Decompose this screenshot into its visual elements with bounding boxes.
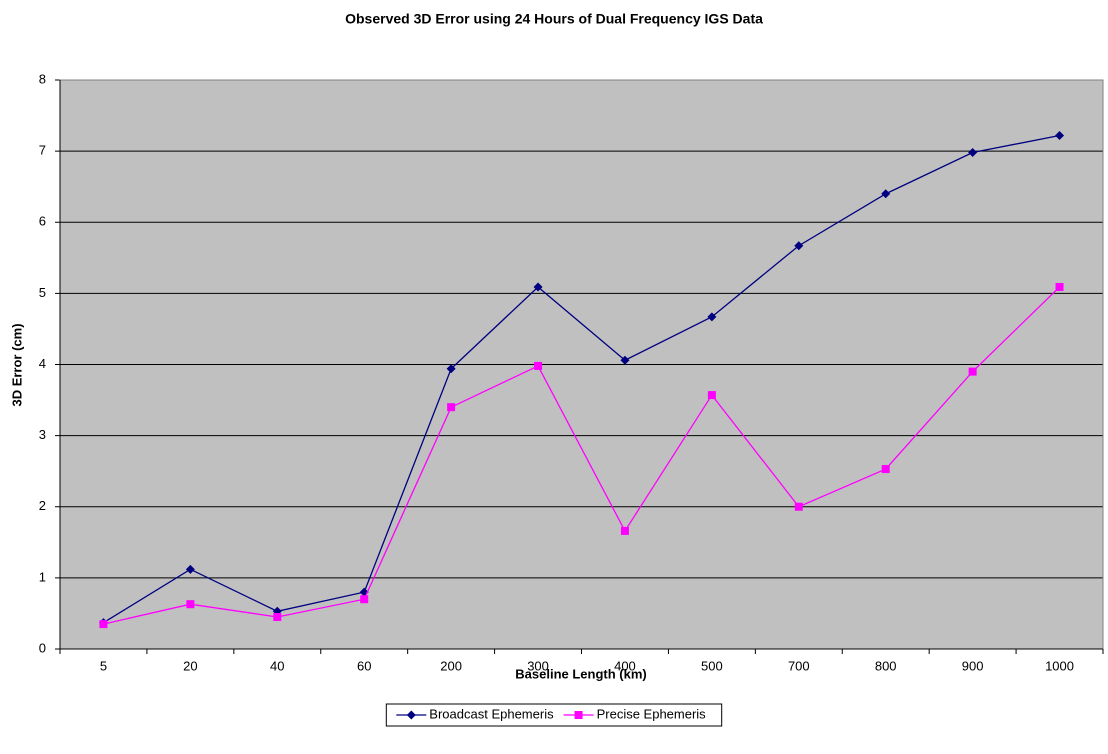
marker (273, 612, 282, 621)
marker (186, 600, 195, 609)
x-tick-label: 5 (100, 658, 107, 673)
marker (620, 526, 629, 535)
x-axis-label: Baseline Length (km) (515, 666, 646, 681)
marker (574, 711, 583, 719)
x-tick-label: 500 (701, 658, 723, 673)
y-tick-label: 0 (39, 640, 46, 655)
chart-title: Observed 3D Error using 24 Hours of Dual… (345, 11, 763, 27)
y-tick-label: 6 (39, 214, 46, 229)
y-tick-label: 4 (39, 356, 46, 371)
legend-box (385, 703, 723, 727)
x-tick-label: 1000 (1045, 658, 1074, 673)
y-tick-label: 1 (39, 569, 46, 584)
y-tick-label: 3 (39, 427, 46, 442)
marker (1055, 282, 1064, 291)
x-tick-label: 700 (788, 658, 810, 673)
series-line (103, 134, 1060, 624)
x-tick-label: 40 (270, 658, 284, 673)
x-tick-label: 200 (440, 658, 462, 673)
y-tick-label: 7 (39, 143, 46, 158)
y-tick-label: 5 (39, 285, 46, 300)
legend-label: Precise Ephemeris (597, 706, 707, 721)
marker (446, 364, 456, 374)
marker (360, 595, 369, 604)
series-line (103, 286, 1060, 625)
marker (968, 148, 978, 158)
legend-label: Broadcast Ephemeris (429, 706, 554, 721)
y-tick-label: 8 (39, 71, 46, 86)
x-tick-label: 900 (962, 658, 984, 673)
marker (447, 403, 456, 412)
marker (620, 355, 630, 365)
marker (99, 620, 108, 629)
marker (533, 282, 543, 292)
marker (707, 391, 716, 400)
marker (794, 241, 804, 251)
marker (1055, 130, 1065, 140)
marker (707, 312, 717, 322)
marker (881, 189, 891, 199)
x-tick-label: 300 (527, 658, 549, 673)
x-tick-label: 60 (357, 658, 371, 673)
marker (534, 361, 543, 370)
marker (406, 710, 416, 720)
marker (185, 564, 195, 574)
marker (968, 367, 977, 376)
marker (881, 465, 890, 474)
x-tick-label: 800 (875, 658, 897, 673)
legend: Broadcast Ephemeris Precise Ephemeris (385, 703, 723, 727)
x-tick-label: 400 (614, 658, 636, 673)
marker (794, 502, 803, 511)
y-axis-label: 3D Error (cm) (9, 323, 24, 406)
y-tick-label: 2 (39, 498, 46, 513)
x-tick-label: 20 (183, 658, 197, 673)
